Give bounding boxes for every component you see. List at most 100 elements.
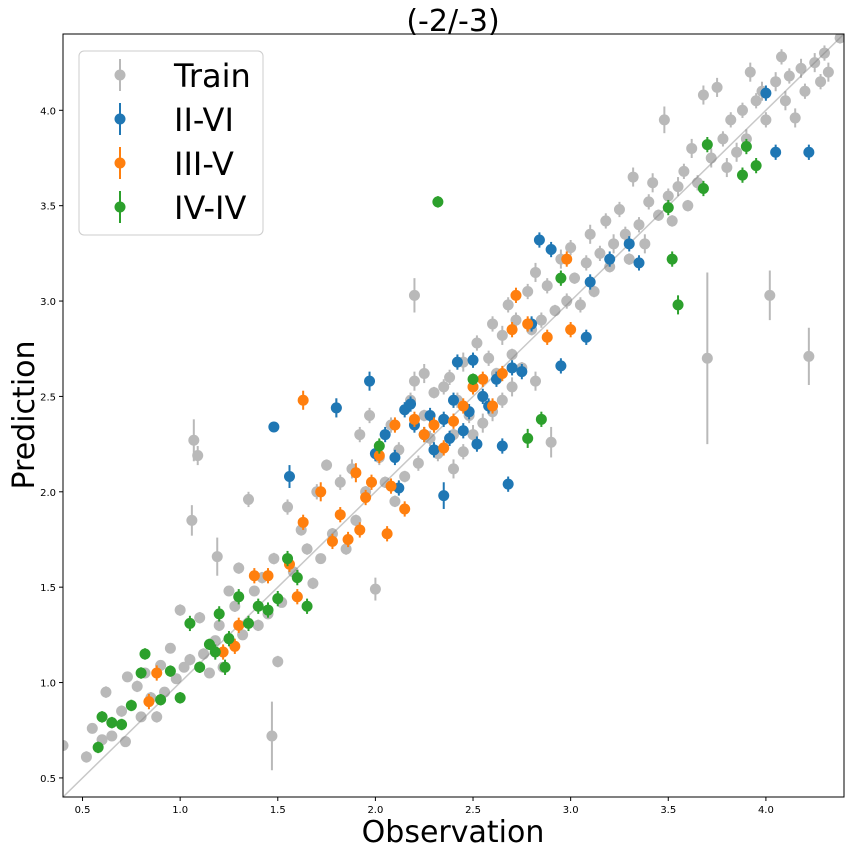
data-point: [379, 429, 391, 441]
data-point: [522, 318, 534, 330]
data-point: [653, 209, 665, 221]
data-point: [233, 562, 245, 574]
data-point: [647, 177, 659, 189]
data-point: [80, 751, 92, 763]
data-point: [639, 238, 651, 250]
plot-frame: [62, 33, 845, 798]
data-point: [96, 711, 108, 723]
data-point: [184, 654, 196, 666]
data-point: [496, 440, 508, 452]
data-point: [116, 705, 128, 717]
data-point: [106, 730, 118, 742]
data-point: [369, 583, 381, 595]
data-point: [315, 486, 327, 498]
data-point: [555, 360, 567, 372]
data-point: [487, 400, 499, 412]
data-point: [389, 419, 401, 431]
data-point: [682, 200, 694, 212]
x-tick-label: 2.5: [465, 805, 481, 816]
x-tick-label: 1.5: [270, 805, 286, 816]
data-point: [608, 238, 620, 250]
data-point: [203, 638, 215, 650]
data-point: [428, 444, 440, 456]
data-point: [262, 604, 274, 616]
data-point: [428, 387, 440, 399]
data-point: [213, 619, 225, 631]
data-point: [321, 459, 333, 471]
data-point: [268, 553, 280, 565]
data-point: [483, 352, 495, 364]
data-point: [818, 47, 830, 59]
data-point: [342, 533, 354, 545]
data-point: [174, 604, 186, 616]
data-point: [186, 514, 198, 526]
data-point: [633, 257, 645, 269]
data-point: [408, 413, 420, 425]
legend-item: [114, 147, 126, 179]
data-point: [194, 612, 206, 624]
data-point: [535, 314, 547, 326]
data-point: [672, 299, 684, 311]
data-point: [121, 671, 133, 683]
data-point: [364, 375, 376, 387]
y-tick-label: 4.0: [40, 106, 56, 117]
data-point: [92, 741, 104, 753]
data-point: [428, 419, 440, 431]
data-point: [496, 329, 508, 341]
data-point: [334, 476, 346, 488]
data-point: [291, 591, 303, 603]
data-point: [530, 266, 542, 278]
data-point: [522, 432, 534, 444]
data-point: [229, 600, 241, 612]
data-point: [268, 421, 280, 433]
data-point: [594, 247, 606, 259]
data-point: [399, 503, 411, 515]
data-point: [565, 324, 577, 336]
data-point: [561, 295, 573, 307]
data-point: [457, 400, 469, 412]
data-point: [307, 577, 319, 589]
data-point: [541, 331, 553, 343]
data-point: [125, 699, 137, 711]
data-point: [364, 410, 376, 421]
data-point: [467, 381, 479, 393]
data-point: [266, 730, 278, 742]
legend-marker: [114, 201, 126, 213]
data-point: [686, 142, 698, 154]
data-point: [717, 133, 729, 145]
data-point: [516, 366, 528, 378]
data-point: [223, 585, 235, 597]
data-point: [750, 160, 762, 172]
data-point: [373, 450, 385, 462]
data-point: [135, 711, 147, 723]
data-point: [444, 432, 456, 444]
data-point: [467, 429, 479, 441]
data-point: [672, 181, 684, 193]
data-point: [783, 70, 795, 82]
data-point: [604, 253, 616, 265]
data-point: [549, 305, 561, 317]
data-point: [143, 696, 155, 708]
data-point: [223, 633, 235, 645]
data-point: [350, 467, 362, 479]
data-point: [697, 89, 709, 101]
y-tick-label: 3.0: [40, 297, 56, 308]
x-tick-label: 0.5: [75, 805, 91, 816]
data-point: [731, 146, 743, 158]
data-point: [580, 257, 592, 269]
data-point: [248, 570, 260, 582]
data-point: [354, 524, 366, 536]
data-point: [211, 551, 223, 563]
data-point: [555, 272, 567, 284]
data-point: [565, 242, 577, 254]
data-point: [297, 394, 309, 406]
legend-label: IV-IV: [174, 189, 246, 227]
y-tick-label: 2.5: [40, 392, 56, 403]
data-point: [262, 570, 274, 582]
data-point: [340, 543, 352, 555]
data-point: [248, 585, 260, 597]
data-point: [418, 368, 430, 380]
data-point: [545, 436, 557, 448]
data-point: [63, 739, 69, 751]
